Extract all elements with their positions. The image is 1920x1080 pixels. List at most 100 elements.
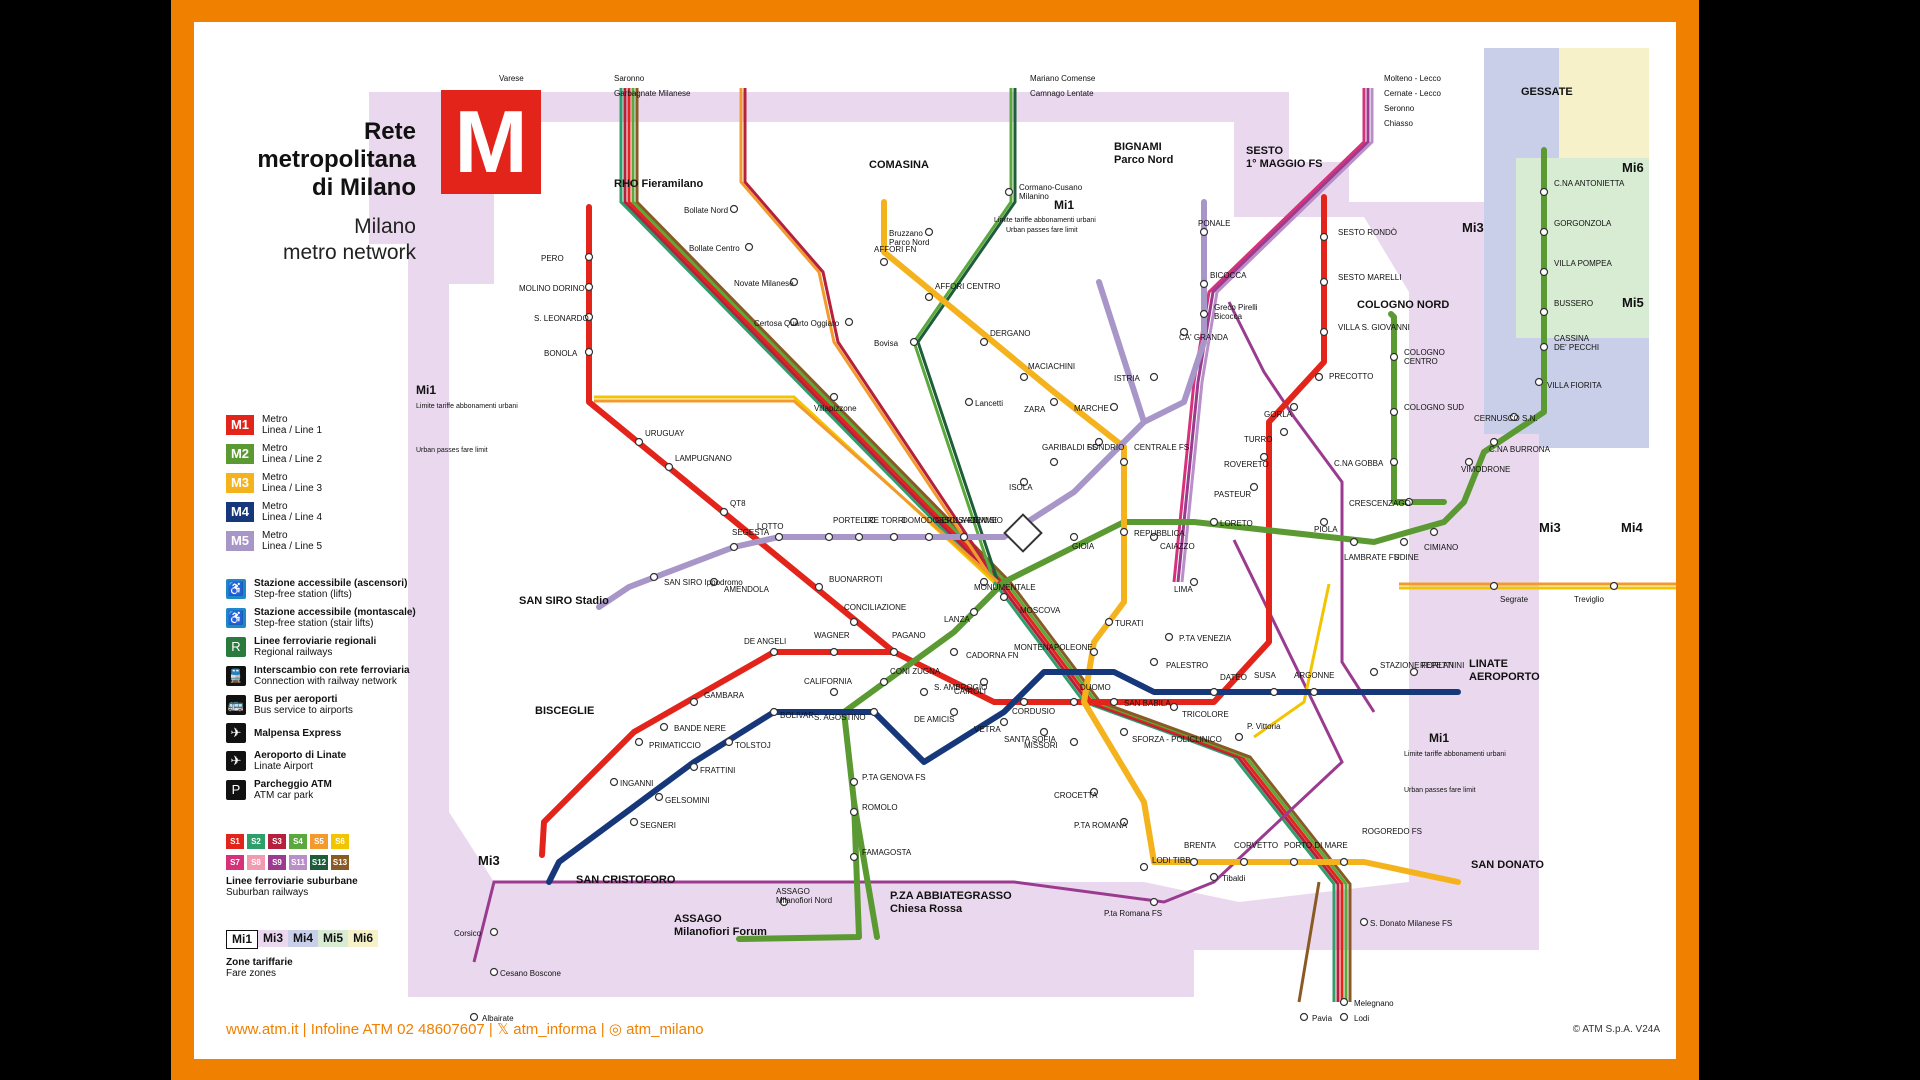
station-label-bandenere[interactable]: BANDE NERE <box>674 724 726 733</box>
station-dot-maciachini[interactable] <box>1019 372 1029 382</box>
station-label-centrale[interactable]: CENTRALE FS <box>1134 443 1189 452</box>
terminal-sancristoforo-label[interactable]: SAN CRISTOFORO <box>576 874 676 886</box>
station-dot-wagner[interactable] <box>829 647 839 657</box>
station-dot-udine[interactable] <box>1399 537 1409 547</box>
station-label-afforicentro[interactable]: AFFORI CENTRO <box>935 282 1000 291</box>
station-label-albairate[interactable]: Albairate <box>482 1014 514 1023</box>
station-dot-turati[interactable] <box>1104 617 1114 627</box>
station-label-bonola[interactable]: BONOLA <box>544 349 578 358</box>
station-dot-tibaldi[interactable] <box>1209 872 1219 882</box>
station-dot-corsico[interactable] <box>489 927 499 937</box>
station-dot-tricolore[interactable] <box>1169 702 1179 712</box>
station-dot-leonardo[interactable] <box>584 312 594 322</box>
station-label-udine[interactable]: UDINE <box>1394 553 1419 562</box>
station-dot-pavia[interactable] <box>1299 1012 1309 1022</box>
station-label-cairoli[interactable]: CAIROLI <box>954 687 986 696</box>
station-dot-santagostino[interactable] <box>869 707 879 717</box>
station-dot-sondrio[interactable] <box>1094 437 1104 447</box>
station-dot-gambara[interactable] <box>689 697 699 707</box>
station-dot-segrate[interactable] <box>1489 581 1499 591</box>
terminal-bisceglie-label[interactable]: BISCEGLIE <box>535 705 594 717</box>
station-label-santasofia[interactable]: SANTA SOFIA <box>1004 735 1057 744</box>
station-label-burrona[interactable]: C.NA BURRONA <box>1489 445 1551 454</box>
station-label-cormano[interactable]: Cormano-Cusano Milanino <box>1019 183 1083 201</box>
station-label-cimiano[interactable]: CIMIANO <box>1424 543 1458 552</box>
station-label-buonarroti[interactable]: BUONARROTI <box>829 575 882 584</box>
station-dot-lancetti[interactable] <box>964 397 974 407</box>
station-dot-bandenere[interactable] <box>659 722 669 732</box>
station-label-vimodrone[interactable]: VIMODRONE <box>1461 465 1510 474</box>
station-dot-greco[interactable] <box>1199 309 1209 319</box>
station-label-frattini[interactable]: FRATTINI <box>700 766 735 775</box>
station-dot-sdonatofs[interactable] <box>1359 917 1369 927</box>
station-dot-bonola[interactable] <box>584 347 594 357</box>
station-label-crescenzago[interactable]: CRESCENZAGO <box>1349 499 1411 508</box>
station-dot-bollatecentro[interactable] <box>744 242 754 252</box>
station-dot-primaticcio[interactable] <box>634 737 644 747</box>
station-label-gerusalemme[interactable]: GERUSALEMME <box>935 516 997 525</box>
station-dot-certosa[interactable] <box>789 317 799 327</box>
station-dot-lodifs[interactable] <box>1339 1012 1349 1022</box>
station-label-precotto[interactable]: PRECOTTO <box>1329 372 1373 381</box>
station-dot-dateo[interactable] <box>1209 687 1219 697</box>
station-label-rogoredo[interactable]: ROGOREDO FS <box>1362 827 1422 836</box>
station-dot-assagonord[interactable] <box>779 897 789 907</box>
station-dot-inganni[interactable] <box>609 777 619 787</box>
station-dot-sambrogio[interactable] <box>919 687 929 697</box>
station-label-brenta[interactable]: BRENTA <box>1184 841 1217 850</box>
station-label-leonardo[interactable]: S. LEONARDO <box>534 314 589 323</box>
station-label-bolivar[interactable]: BOLIVAR <box>780 711 814 720</box>
station-dot-frattini[interactable] <box>689 762 699 772</box>
station-dot-gorla[interactable] <box>1289 402 1299 412</box>
station-label-corsico[interactable]: Corsico <box>454 929 482 938</box>
station-dot-cassina[interactable] <box>1539 342 1549 352</box>
station-label-wagner[interactable]: WAGNER <box>814 631 850 640</box>
station-dot-bussero[interactable] <box>1539 307 1549 317</box>
station-label-piola[interactable]: PIOLA <box>1314 525 1338 534</box>
station-label-cenisio[interactable]: CENISIO <box>970 516 1003 525</box>
station-dot-villasg[interactable] <box>1319 327 1329 337</box>
station-label-uruguay[interactable]: URUGUAY <box>645 429 685 438</box>
station-label-lima[interactable]: LIMA <box>1174 585 1193 594</box>
station-dot-cenisio[interactable] <box>959 532 969 542</box>
station-label-novate[interactable]: Novate Milanese <box>734 279 794 288</box>
station-label-sansiroipp[interactable]: SAN SIRO Ippodromo <box>664 578 743 587</box>
station-dot-montenapoleone[interactable] <box>1089 647 1099 657</box>
station-label-segneri[interactable]: SEGNERI <box>640 821 676 830</box>
station-dot-rovereto[interactable] <box>1259 452 1269 462</box>
station-dot-palestro[interactable] <box>1149 657 1159 667</box>
station-dot-colognosud[interactable] <box>1389 407 1399 417</box>
station-dot-ptavenezia[interactable] <box>1164 632 1174 642</box>
station-dot-cernusco[interactable] <box>1509 412 1519 422</box>
station-label-sdonatofs[interactable]: S. Donato Milanese FS <box>1370 919 1452 928</box>
station-dot-loreto[interactable] <box>1209 517 1219 527</box>
station-label-missori[interactable]: MISSORI <box>1024 741 1058 750</box>
station-dot-villapizzone[interactable] <box>829 392 839 402</box>
station-label-quartooggiaro[interactable]: Quarto Oggiaro <box>784 319 840 328</box>
station-label-crocetta[interactable]: CROCETTA <box>1054 791 1098 800</box>
station-dot-vimodrone[interactable] <box>1464 457 1474 467</box>
station-dot-cormano[interactable] <box>1004 187 1014 197</box>
station-dot-pagano[interactable] <box>889 647 899 657</box>
station-dot-bruzzano[interactable] <box>924 227 934 237</box>
station-dot-sforza[interactable] <box>1119 727 1129 737</box>
station-label-cascinagobba[interactable]: C.NA GOBBA <box>1334 459 1384 468</box>
station-dot-cordusio[interactable] <box>1019 697 1029 707</box>
station-dot-antonietta[interactable] <box>1539 187 1549 197</box>
station-dot-promanafs[interactable] <box>1149 897 1159 907</box>
station-dot-gerusalemme[interactable] <box>924 532 934 542</box>
station-label-bollatecentro[interactable]: Bollate Centro <box>689 244 740 253</box>
station-dot-treviglio[interactable] <box>1609 581 1619 591</box>
station-label-tolstoj[interactable]: TOLSTOJ <box>735 741 771 750</box>
station-label-duomo[interactable]: DUOMO <box>1080 683 1111 692</box>
station-label-gioia[interactable]: GIOIA <box>1072 542 1095 551</box>
station-label-villapompea[interactable]: VILLA POMPEA <box>1554 259 1612 268</box>
terminal-sandonato-label[interactable]: SAN DONATO <box>1471 859 1544 871</box>
station-dot-piola[interactable] <box>1319 517 1329 527</box>
station-dot-ponale[interactable] <box>1199 227 1209 237</box>
station-dot-repetti[interactable] <box>1409 667 1419 677</box>
station-label-argonne[interactable]: ARGONNE <box>1294 671 1334 680</box>
station-dot-repubblica[interactable] <box>1119 527 1129 537</box>
station-label-primaticcio[interactable]: PRIMATICCIO <box>649 741 701 750</box>
station-dot-lanza[interactable] <box>969 607 979 617</box>
